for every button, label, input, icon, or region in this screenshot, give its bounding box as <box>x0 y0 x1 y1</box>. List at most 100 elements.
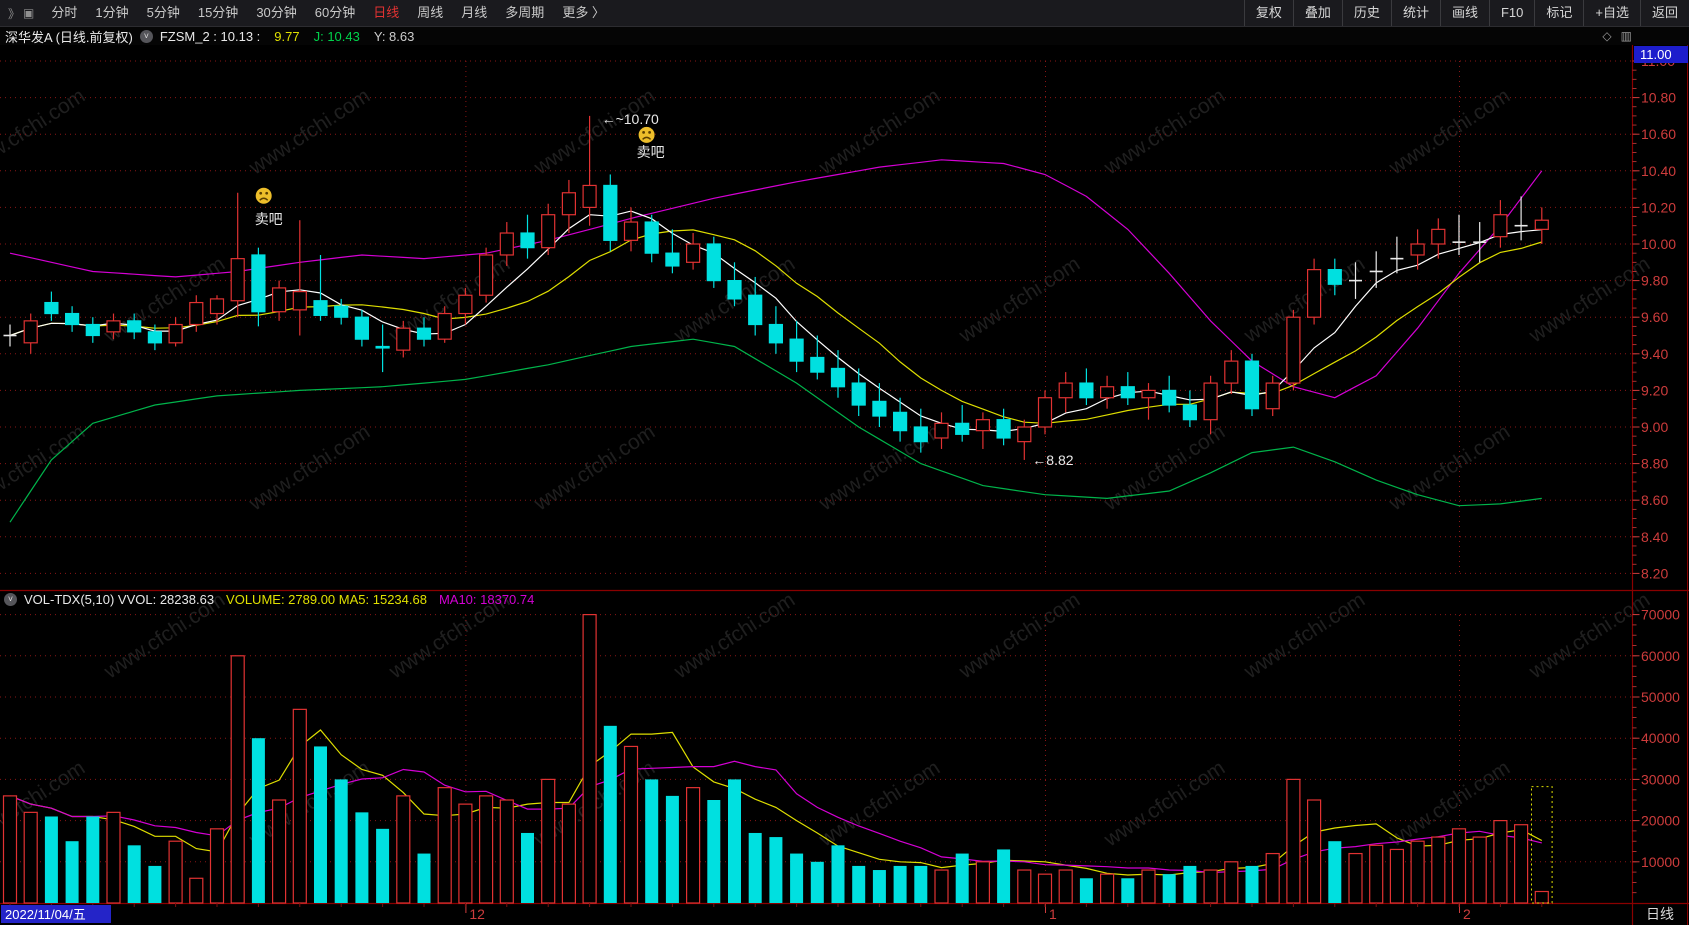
candle[interactable] <box>685 233 701 270</box>
volume-bar[interactable] <box>665 795 679 903</box>
volume-bar[interactable] <box>623 745 639 904</box>
volume-bar[interactable] <box>230 655 245 904</box>
candle[interactable] <box>541 203 556 255</box>
volume-bar[interactable] <box>707 800 721 903</box>
volume-bar[interactable] <box>790 853 804 903</box>
candle[interactable] <box>1203 375 1218 435</box>
volume-bar[interactable] <box>376 828 390 903</box>
period-tab-weekly[interactable]: 周线 <box>417 5 444 20</box>
candle[interactable] <box>85 317 100 343</box>
candle[interactable] <box>127 313 142 340</box>
stock-name[interactable]: 深华发A (日线.前复权) <box>5 29 133 45</box>
candle[interactable] <box>1514 196 1528 241</box>
toolbar-button-mark[interactable]: 标记 <box>1534 0 1583 26</box>
volume-bar[interactable] <box>1141 869 1156 904</box>
volume-bar[interactable] <box>168 840 183 904</box>
candle[interactable] <box>1265 375 1280 417</box>
candle[interactable] <box>748 276 763 336</box>
candle[interactable] <box>292 220 307 336</box>
candle[interactable] <box>1349 262 1362 299</box>
volume-bar[interactable] <box>831 845 845 903</box>
volume-bar[interactable] <box>355 812 369 903</box>
indicator-dropdown-icon[interactable]: ˅ <box>139 29 153 43</box>
period-tab-monthly[interactable]: 月线 <box>461 5 488 20</box>
volume-bar[interactable] <box>458 803 473 904</box>
volume-bar[interactable] <box>396 795 411 904</box>
candle[interactable] <box>1473 222 1487 263</box>
toolbar-button-draw-line[interactable]: 画线 <box>1439 0 1489 26</box>
candle[interactable] <box>458 287 473 325</box>
candle[interactable] <box>1120 372 1135 406</box>
candle[interactable] <box>830 350 846 398</box>
candle[interactable] <box>251 247 266 327</box>
volume-bar[interactable] <box>1017 869 1032 904</box>
candle[interactable] <box>851 368 866 417</box>
volume-bar[interactable] <box>852 865 866 903</box>
candle[interactable] <box>1327 258 1342 296</box>
candle[interactable] <box>3 324 17 347</box>
volume-bar[interactable] <box>148 865 162 903</box>
volume-bar[interactable] <box>872 870 886 903</box>
candle[interactable] <box>1037 390 1053 435</box>
volume-bar[interactable] <box>1037 873 1053 904</box>
candle[interactable] <box>1162 375 1177 413</box>
candle[interactable] <box>44 291 59 321</box>
period-tab-30min[interactable]: 30分钟 <box>256 5 297 20</box>
volume-bar[interactable] <box>1493 819 1508 904</box>
volume-bar[interactable] <box>189 877 204 904</box>
candle[interactable] <box>334 298 349 325</box>
candle[interactable] <box>396 320 411 358</box>
volume-bar[interactable] <box>1265 852 1280 904</box>
toolbar-button-adjust[interactable]: 复权 <box>1243 0 1293 26</box>
volume-bar[interactable] <box>437 787 452 904</box>
volume-bar[interactable] <box>1410 840 1425 904</box>
candle[interactable] <box>810 335 825 380</box>
candle[interactable] <box>479 247 494 303</box>
volume-bar[interactable] <box>479 795 494 904</box>
candle[interactable] <box>872 383 887 427</box>
candle[interactable] <box>354 309 369 347</box>
candle[interactable] <box>499 222 514 266</box>
volume-bar[interactable] <box>251 738 265 903</box>
candle[interactable] <box>1493 200 1508 248</box>
candle[interactable] <box>1306 258 1322 325</box>
volume-series[interactable] <box>2 613 1553 904</box>
volume-bar[interactable] <box>914 865 928 903</box>
volume-bar[interactable] <box>582 613 597 904</box>
candle[interactable] <box>603 174 618 252</box>
volume-bar[interactable] <box>728 779 741 903</box>
candle[interactable] <box>623 207 639 252</box>
volume-bar[interactable] <box>1389 848 1405 904</box>
volume-bar[interactable] <box>44 816 58 903</box>
candle[interactable] <box>768 306 784 354</box>
candle[interactable] <box>975 412 991 449</box>
volume-bar[interactable] <box>645 779 659 903</box>
period-tab-daily[interactable]: 日线 <box>373 5 400 20</box>
volume-bar[interactable] <box>810 861 824 903</box>
candle[interactable] <box>147 324 162 351</box>
volume-bar[interactable] <box>1162 874 1176 903</box>
chart-canvas[interactable]: www.cfchi.com www.cfchi.com www.cfchi.com w… <box>0 45 1689 925</box>
volume-bar[interactable] <box>23 811 38 904</box>
candle[interactable] <box>1244 353 1260 417</box>
period-tab-60min[interactable]: 60分钟 <box>314 5 356 20</box>
candle[interactable] <box>1452 214 1466 255</box>
candle[interactable] <box>189 295 204 332</box>
volume-bar[interactable] <box>1099 873 1115 904</box>
candle[interactable] <box>1369 251 1383 288</box>
volume-bar[interactable] <box>272 799 287 904</box>
candle[interactable] <box>416 317 432 347</box>
candle[interactable] <box>1534 207 1549 244</box>
candle[interactable] <box>520 214 535 259</box>
volume-bar[interactable] <box>1058 869 1073 904</box>
volume-bar[interactable] <box>1306 799 1322 904</box>
period-tab-multi-period[interactable]: 多周期 <box>505 5 545 20</box>
candle[interactable] <box>892 397 908 442</box>
toolbar-button-back[interactable]: 返回 <box>1639 0 1689 26</box>
candle[interactable] <box>1431 218 1446 259</box>
volume-bar[interactable] <box>1534 890 1549 904</box>
volume-bar[interactable] <box>1203 869 1218 904</box>
candle[interactable] <box>1058 372 1073 413</box>
volume-bar[interactable] <box>106 811 121 904</box>
split-window-icon[interactable]: ▥ <box>1620 29 1632 43</box>
